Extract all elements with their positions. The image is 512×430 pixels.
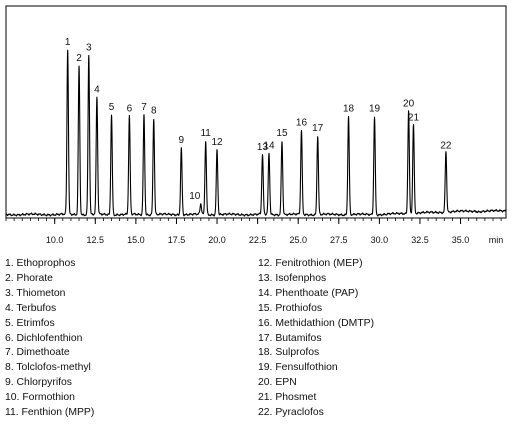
legend-entry: 15. Prothiofos: [258, 302, 323, 314]
legend-entry: 8. Tolclofos-methyl: [5, 362, 91, 374]
legend-entry: 19. Fensulfothion: [258, 362, 338, 374]
legend-entry: 9. Chlorpyrifos: [5, 377, 72, 389]
peak-label: 15: [276, 128, 288, 139]
legend-entry: 21. Phosmet: [258, 392, 317, 404]
x-tick-label: 10.0: [46, 235, 64, 245]
legend-entry: 1. Ethoprophos: [5, 258, 76, 269]
x-axis: 10.0 12.5 15.0 17.5 20.0 22.5 25.0 27.5 30.0 32.5…: [5, 5, 507, 245]
legend-entry: 6. Dichlofenthion: [5, 332, 83, 344]
peak-label: 18: [343, 104, 355, 115]
x-tick-label: 15.0: [127, 235, 145, 245]
peak-label: 6: [127, 104, 133, 115]
peak-legend-left: 1. Ethoprophos 2. Phorate 3. Thiometon 4…: [5, 257, 94, 421]
peak-label: 9: [179, 135, 185, 146]
legend-entry: 10. Formothion: [5, 392, 75, 404]
legend-entry: 4. Terbufos: [5, 302, 57, 314]
peak-label: 20: [403, 98, 415, 109]
peak-label: 21: [408, 112, 420, 123]
peak-label: 17: [312, 123, 324, 134]
chromatogram-chart: 10.0 12.5 15.0 17.5 20.0 22.5 25.0 27.5 30.0 32.5…: [5, 5, 507, 245]
peak-label: 8: [151, 105, 157, 116]
legend-entry: 16. Methidathion (DMTP): [258, 317, 375, 329]
legend-entry: 22. Pyraclofos: [258, 407, 324, 419]
x-tick-label: 20.0: [208, 235, 226, 245]
legend-entry: 13. Isofenphos: [258, 272, 327, 284]
x-tick-label: 32.5: [411, 235, 429, 245]
legend-entry: 7. Dimethoate: [5, 347, 70, 359]
x-tick-label: 25.0: [289, 235, 307, 245]
peak-label: 11: [200, 128, 211, 139]
peak-label: 13: [257, 142, 269, 153]
peak-label: 3: [86, 42, 92, 53]
x-tick-label: 35.0: [452, 235, 470, 245]
legend-entry: 18. Sulprofos: [258, 347, 320, 359]
legend-entry: 2. Phorate: [5, 272, 53, 284]
x-tick-label: 12.5: [87, 235, 105, 245]
peak-label: 14: [263, 140, 275, 151]
legend-entry: 3. Thiometon: [5, 287, 66, 299]
x-unit-label: min: [489, 235, 504, 245]
x-tick-label: 22.5: [249, 235, 267, 245]
legend-entry: 14. Phenthoate (PAP): [258, 287, 359, 299]
peak-label: 5: [109, 102, 115, 113]
peak-label: 4: [94, 84, 100, 95]
chromatogram-trace: [5, 49, 507, 217]
legend-entry: 5. Etrimfos: [5, 317, 55, 329]
chromatogram-trace-group: [5, 49, 507, 217]
x-tick-label: 17.5: [168, 235, 186, 245]
peak-label: 2: [76, 53, 82, 64]
peak-label: 16: [296, 118, 308, 129]
legend-entry: 11. Fenthion (MPP): [5, 407, 95, 419]
peak-label: 10: [189, 191, 201, 202]
peak-label: 1: [65, 37, 71, 48]
peak-label: 12: [211, 137, 223, 148]
peak-label: 19: [369, 104, 381, 115]
x-tick-label: 27.5: [330, 235, 348, 245]
legend-entry: 17. Butamifos: [258, 332, 322, 344]
plot-frame: [5, 5, 507, 219]
peak-label: 7: [141, 102, 147, 113]
legend-entry: 12. Fenitrothion (MEP): [258, 258, 363, 269]
peak-legend-right: 12. Fenitrothion (MEP) 13. Isofenphos 14…: [258, 257, 374, 421]
legend-entry: 20. EPN: [258, 377, 297, 389]
x-tick-label: 30.0: [371, 235, 389, 245]
peak-label: 22: [440, 140, 452, 151]
